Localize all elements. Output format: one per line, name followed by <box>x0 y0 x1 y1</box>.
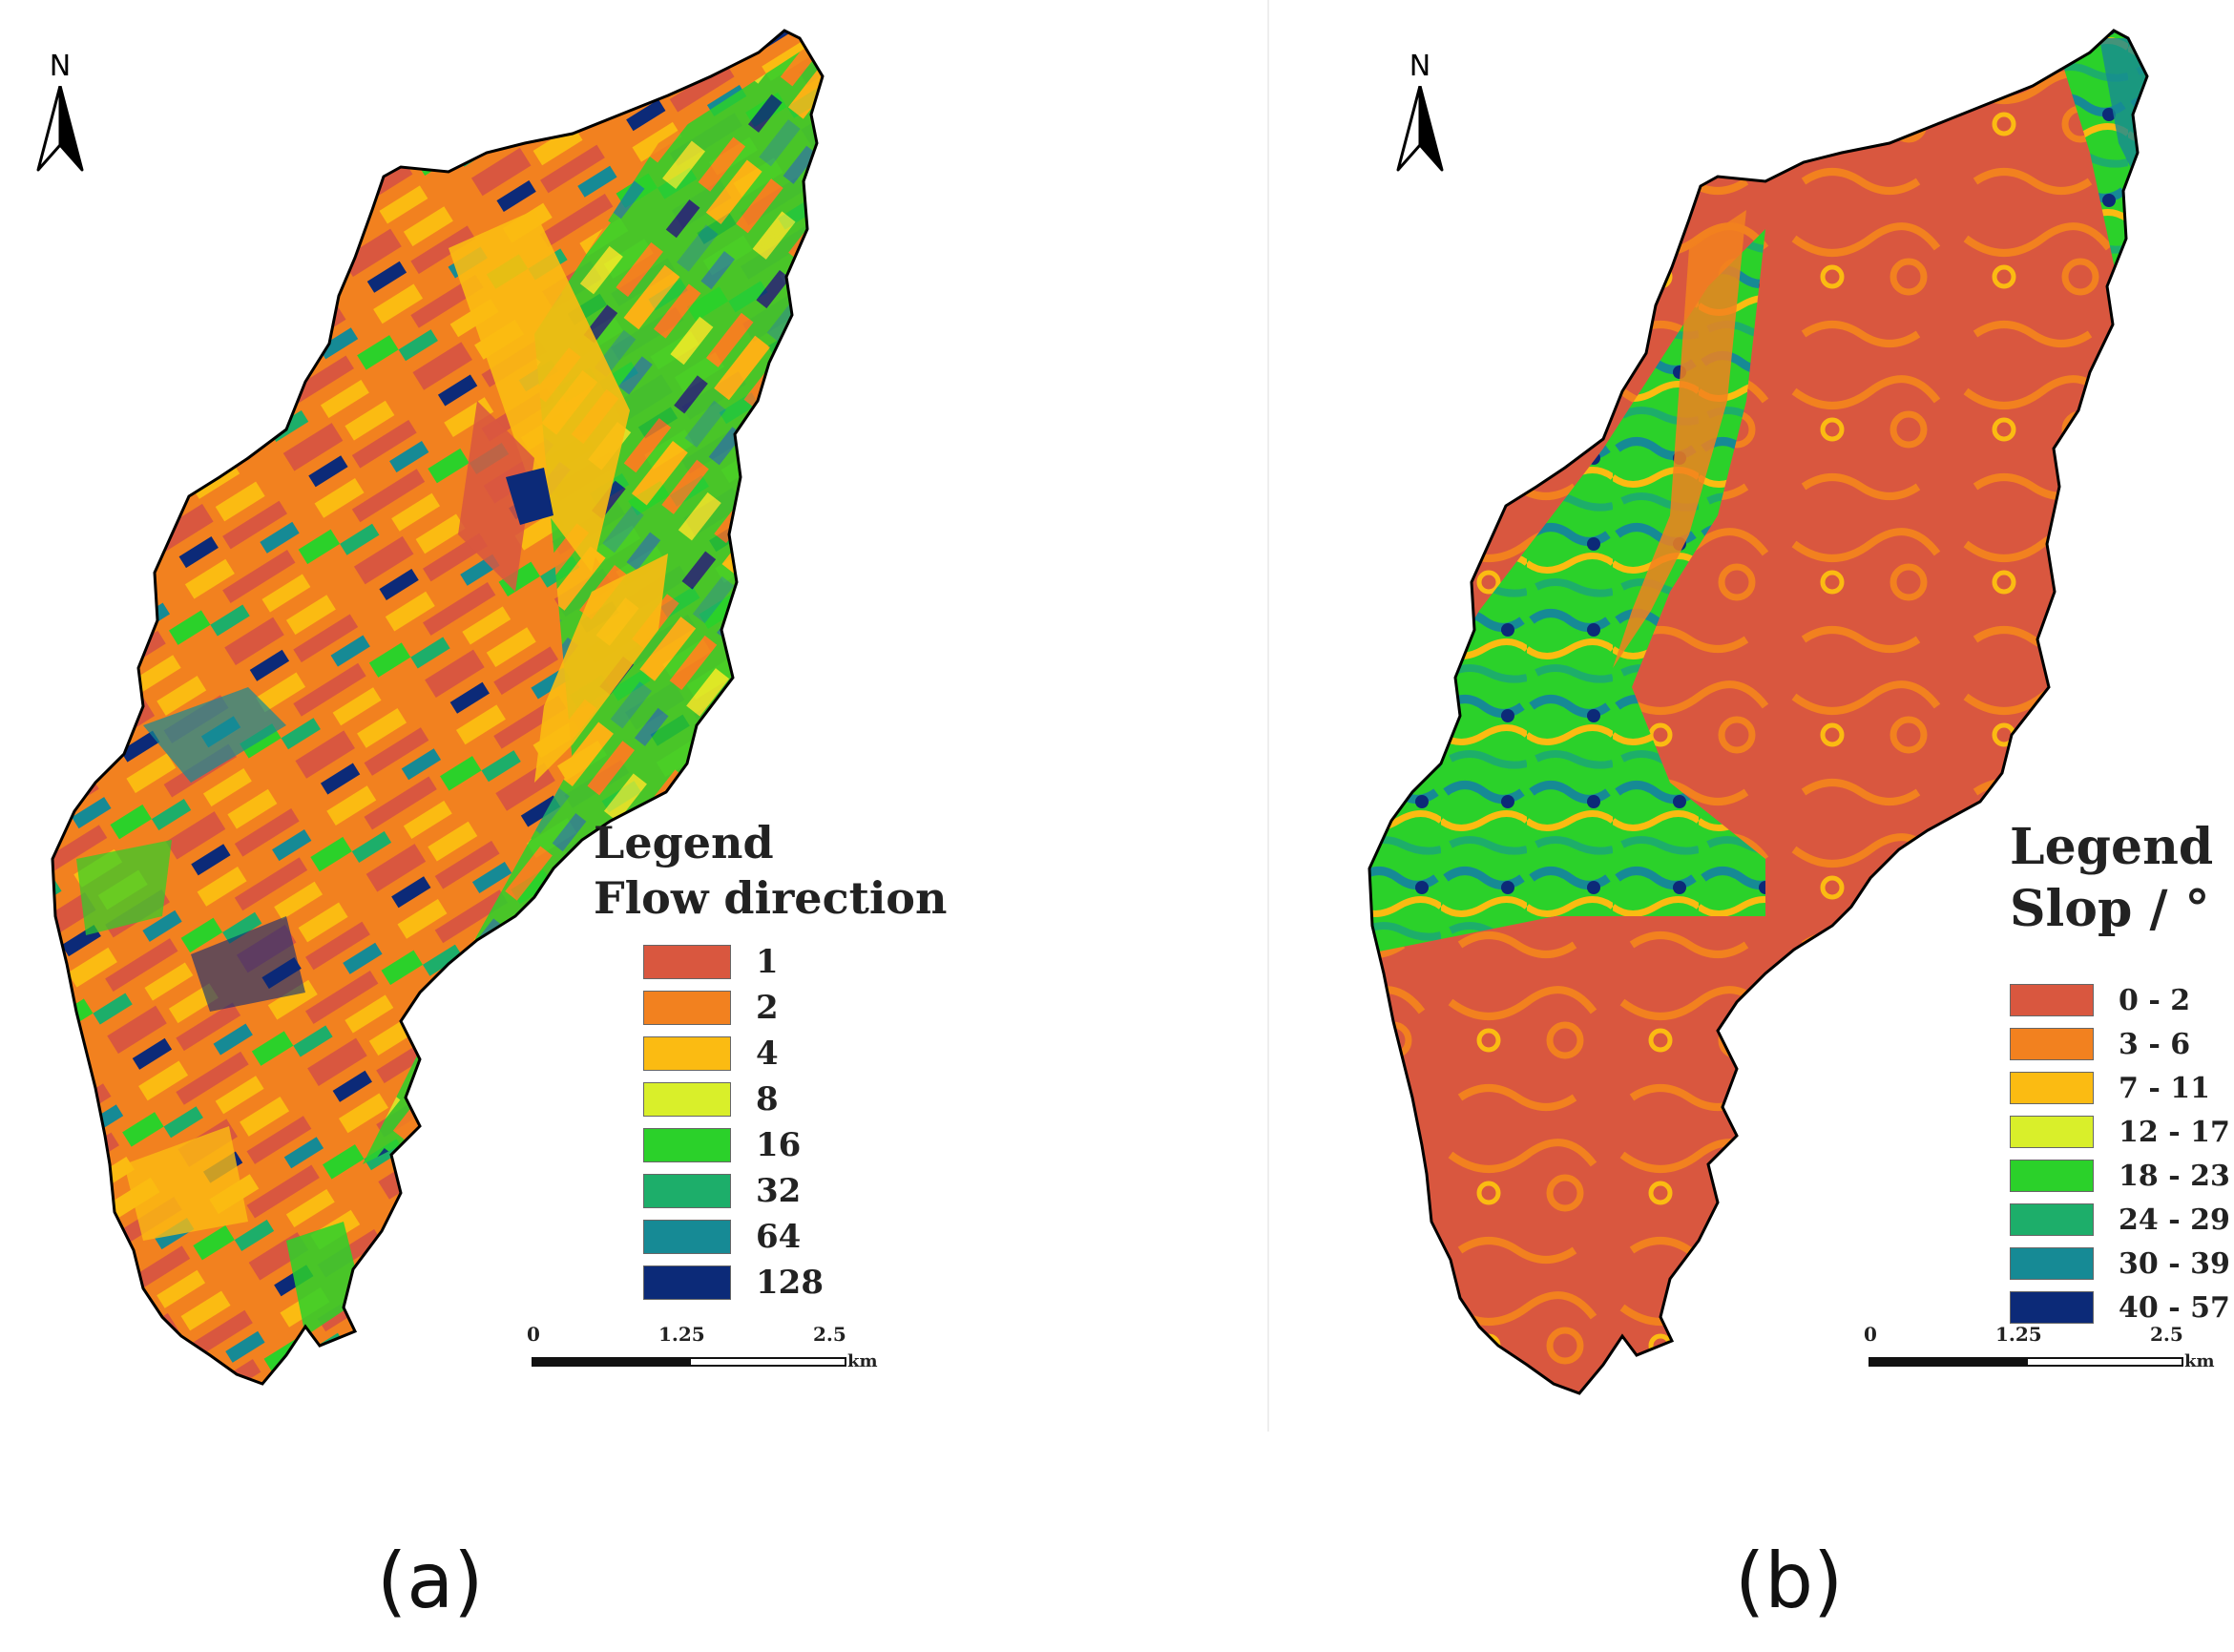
scale-bar-black-segment <box>532 1357 690 1367</box>
scale-tick-label: 1.25 <box>1995 1323 2042 1346</box>
legend-item: 12 - 17 <box>2010 1110 2230 1154</box>
scale-bar-white-segment <box>2026 1357 2183 1367</box>
legend-item: 40 - 57 <box>2010 1286 2230 1329</box>
legend-subtitle: Slop / ° <box>2010 880 2210 938</box>
legend-item: 4 <box>643 1031 947 1077</box>
scale-tick-label: 0 <box>1864 1323 1877 1346</box>
scale-bar-white-segment <box>689 1357 846 1367</box>
scale-tick-label: 0 <box>527 1323 540 1346</box>
legend-item: 1 <box>643 939 947 985</box>
legend-swatch <box>2010 1028 2094 1060</box>
legend-swatch <box>2010 1116 2094 1148</box>
panel-divider <box>1267 0 1269 1432</box>
legend-label: 32 <box>756 1172 802 1210</box>
legend-label: 1 <box>756 943 779 981</box>
legend-label: 128 <box>756 1264 824 1302</box>
north-label: N <box>49 50 72 83</box>
legend-swatch <box>2010 1247 2094 1280</box>
legend-label: 18 - 23 <box>2119 1159 2230 1193</box>
legend-slope: Legend Slop / ° 0 - 2 3 - 6 7 - 11 12 - 17 1… <box>2010 816 2230 1329</box>
legend-item: 18 - 23 <box>2010 1154 2230 1198</box>
legend-item: 7 - 11 <box>2010 1066 2230 1110</box>
north-arrow-icon: N <box>27 50 94 174</box>
legend-item: 30 - 39 <box>2010 1242 2230 1286</box>
legend-label: 30 - 39 <box>2119 1246 2230 1281</box>
legend-label: 64 <box>756 1218 802 1256</box>
legend-label: 40 - 57 <box>2119 1290 2230 1325</box>
scale-tick-label: 2.5 <box>2150 1323 2183 1346</box>
panel-b-slope: N <box>1269 0 2234 1652</box>
legend-subtitle: Flow direction <box>594 871 948 924</box>
scale-bar-black-segment <box>1869 1357 2027 1367</box>
legend-item: 0 - 2 <box>2010 978 2230 1022</box>
scale-tick-label: 2.5 <box>813 1323 846 1346</box>
legend-swatch <box>643 1036 731 1071</box>
legend-item: 24 - 29 <box>2010 1198 2230 1242</box>
scale-tick-label: 1.25 <box>658 1323 705 1346</box>
flow-direction-map <box>51 29 825 1386</box>
legend-swatch <box>643 945 731 979</box>
legend-item: 32 <box>643 1168 947 1214</box>
legend-item: 16 <box>643 1122 947 1168</box>
legend-swatch <box>2010 1072 2094 1104</box>
legend-flow-direction: Legend Flow direction 1 2 4 8 16 32 64 128 <box>594 816 947 1306</box>
scale-bar: 0 1.25 2.5 km <box>527 1323 878 1390</box>
legend-label: 16 <box>756 1126 802 1164</box>
legend-label: 8 <box>756 1080 779 1119</box>
legend-item: 3 - 6 <box>2010 1022 2230 1066</box>
legend-swatch <box>643 1265 731 1300</box>
legend-label: 12 - 17 <box>2119 1115 2230 1149</box>
legend-swatch <box>643 1220 731 1254</box>
legend-swatch <box>643 1082 731 1117</box>
legend-title: Legend <box>2010 818 2214 876</box>
legend-swatch <box>643 1174 731 1208</box>
legend-swatch <box>2010 984 2094 1016</box>
legend-title: Legend <box>594 817 774 868</box>
panel-a-flow-direction: N <box>27 29 947 1625</box>
legend-label: 0 - 2 <box>2119 983 2191 1017</box>
scale-unit: km <box>847 1351 878 1371</box>
legend-item: 128 <box>643 1260 947 1306</box>
legend-swatch <box>643 991 731 1025</box>
north-label: N <box>1409 50 1431 83</box>
legend-swatch <box>2010 1160 2094 1192</box>
legend-label: 24 - 29 <box>2119 1202 2230 1237</box>
legend-swatch <box>2010 1291 2094 1324</box>
scale-bar: 0 1.25 2.5 km <box>1864 1323 2215 1390</box>
legend-label: 3 - 6 <box>2119 1027 2191 1061</box>
legend-label: 2 <box>756 989 779 1027</box>
legend-label: 7 - 11 <box>2119 1071 2210 1105</box>
north-arrow-icon: N <box>1387 50 1453 174</box>
caption-a: (a) <box>377 1537 484 1625</box>
legend-label: 4 <box>756 1035 779 1073</box>
scale-unit: km <box>2184 1351 2215 1371</box>
legend-swatch <box>2010 1203 2094 1236</box>
legend-item: 8 <box>643 1077 947 1122</box>
legend-item: 64 <box>643 1214 947 1260</box>
legend-item: 2 <box>643 985 947 1031</box>
caption-b: (b) <box>1735 1537 1844 1625</box>
legend-swatch <box>643 1128 731 1162</box>
